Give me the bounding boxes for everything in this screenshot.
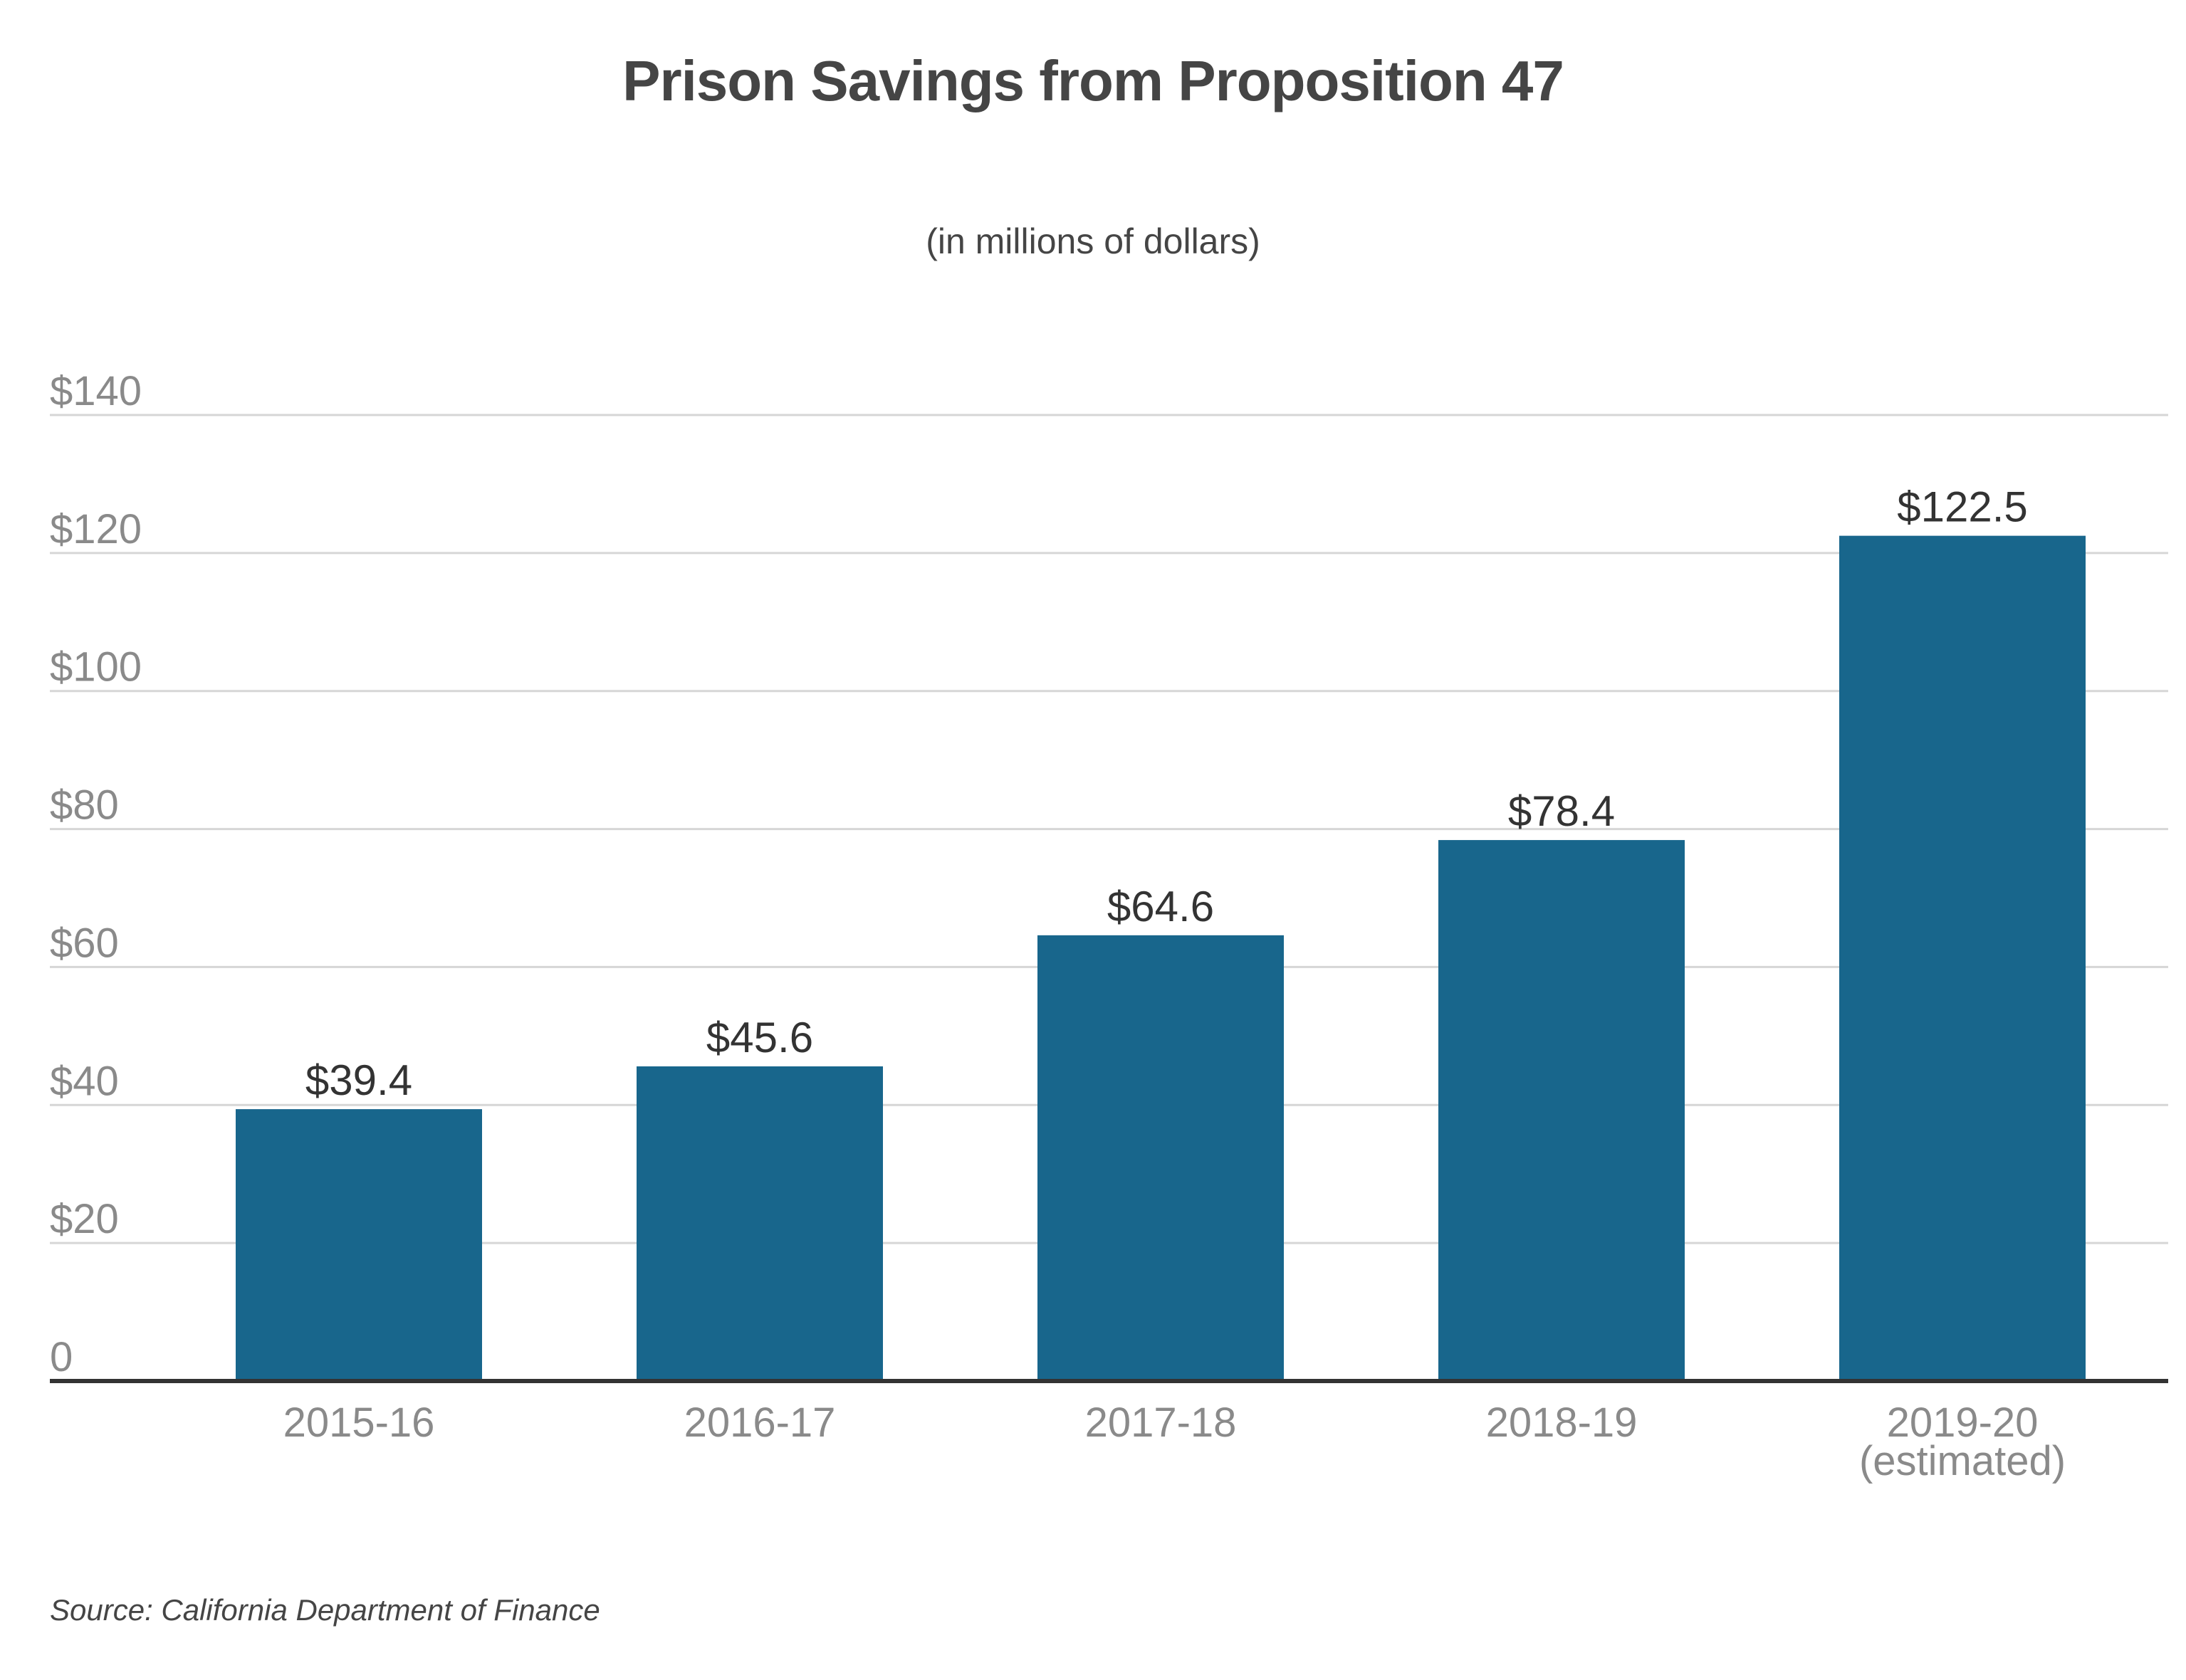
bar xyxy=(236,1109,482,1381)
source-note: Source: California Department of Finance xyxy=(50,1593,600,1627)
y-tick-label: $40 xyxy=(50,1058,119,1104)
y-tick-label: $100 xyxy=(50,644,142,691)
y-tick-label: $140 xyxy=(50,368,142,414)
data-label: $39.4 xyxy=(305,1056,412,1104)
data-label: $122.5 xyxy=(1897,483,2028,531)
chart-subtitle: (in millions of dollars) xyxy=(926,221,1260,261)
y-tick-label: $20 xyxy=(50,1196,119,1242)
x-tick-label: 2015-16 xyxy=(283,1400,435,1446)
chart-title: Prison Savings from Proposition 47 xyxy=(622,49,1564,112)
x-tick-label: 2017-18 xyxy=(1085,1400,1237,1446)
x-tick-label: 2016-17 xyxy=(684,1400,836,1446)
bar xyxy=(1037,935,1284,1381)
bar xyxy=(1438,840,1685,1381)
bar xyxy=(637,1066,883,1381)
y-tick-label: $80 xyxy=(50,782,119,829)
bar xyxy=(1839,535,2086,1381)
y-tick-label: 0 xyxy=(50,1334,73,1380)
data-label: $45.6 xyxy=(706,1014,813,1061)
x-tick-label: 2019-20 xyxy=(1887,1400,2039,1446)
y-tick-label: $120 xyxy=(50,506,142,552)
data-label: $64.6 xyxy=(1107,883,1214,930)
y-tick-label: $60 xyxy=(50,920,119,966)
data-label: $78.4 xyxy=(1508,787,1615,835)
x-tick-label: 2018-19 xyxy=(1486,1400,1638,1446)
x-tick-label: (estimated) xyxy=(1859,1438,2066,1484)
